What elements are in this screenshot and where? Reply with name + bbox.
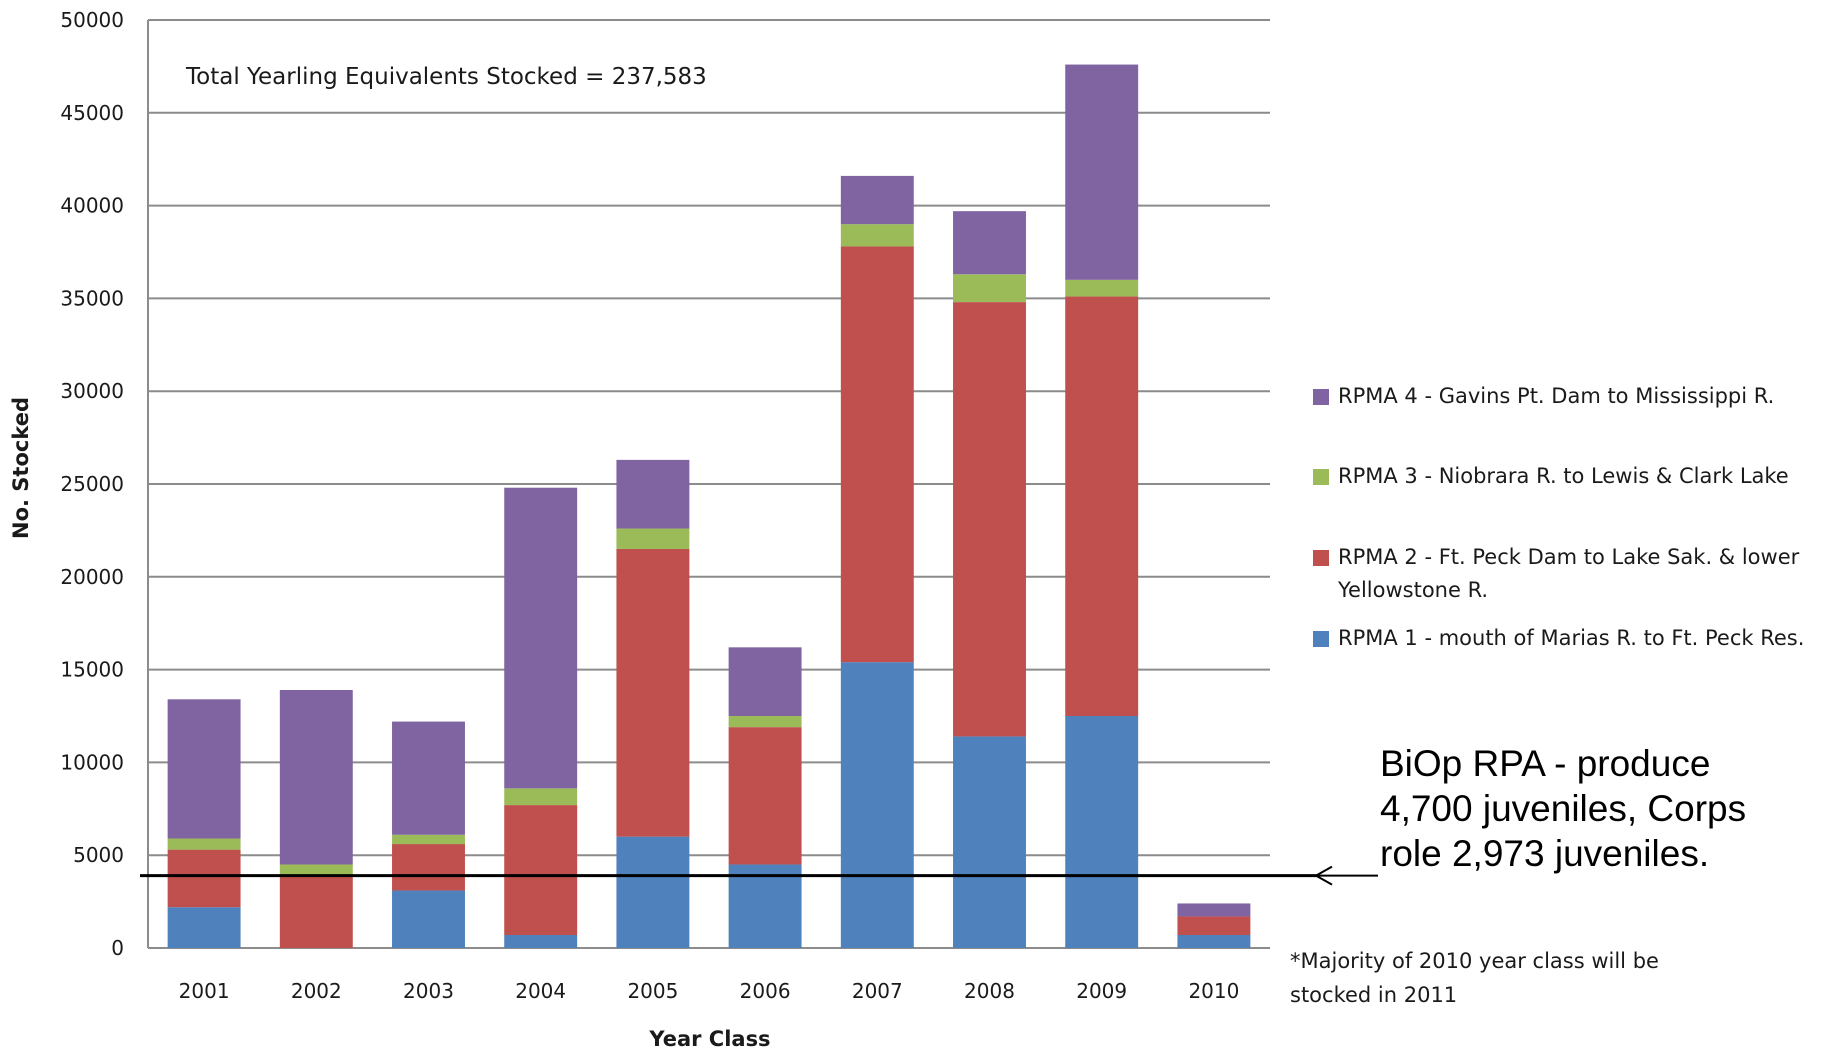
legend-label: RPMA 2 - Ft. Peck Dam to Lake Sak. & low… bbox=[1338, 545, 1800, 569]
bar-segment-2006-rpma1 bbox=[728, 864, 802, 948]
bar-segment-2005-rpma4 bbox=[616, 459, 690, 529]
bar-segment-2002-rpma4 bbox=[279, 690, 353, 865]
bar-segment-2005-rpma2 bbox=[616, 548, 690, 837]
x-tick-label: 2007 bbox=[852, 979, 903, 1003]
bar-segment-2006-rpma4 bbox=[728, 647, 802, 716]
bar-segment-2007-rpma4 bbox=[840, 175, 914, 225]
bar-segment-2007-rpma3 bbox=[840, 224, 914, 247]
bar-segment-2002-rpma2 bbox=[279, 875, 353, 948]
bar-segment-2006-rpma2 bbox=[728, 727, 802, 865]
bar-segment-2008-rpma2 bbox=[953, 302, 1026, 737]
y-tick-label: 50000 bbox=[60, 8, 124, 32]
bar-segment-2008-rpma4 bbox=[953, 211, 1026, 275]
bar-segment-2003-rpma3 bbox=[392, 834, 465, 845]
bar-segment-2001-rpma1 bbox=[167, 907, 241, 948]
x-tick-label: 2006 bbox=[740, 979, 791, 1003]
x-tick-label: 2009 bbox=[1076, 979, 1127, 1003]
bar-segment-2005-rpma1 bbox=[616, 836, 690, 948]
x-tick-label: 2004 bbox=[515, 979, 566, 1003]
bar-segment-2009-rpma1 bbox=[1065, 716, 1139, 948]
x-tick-label: 2001 bbox=[179, 979, 230, 1003]
y-axis-title: No. Stocked bbox=[9, 397, 33, 539]
bar-segment-2007-rpma1 bbox=[840, 662, 914, 948]
legend-label: RPMA 3 - Niobrara R. to Lewis & Clark La… bbox=[1338, 464, 1789, 488]
bar-segment-2009-rpma2 bbox=[1065, 296, 1139, 716]
bar-segment-2008-rpma1 bbox=[953, 736, 1026, 948]
bar-segment-2001-rpma2 bbox=[167, 849, 241, 908]
bar-segment-2004-rpma1 bbox=[504, 935, 578, 948]
bar-segment-2010-rpma2 bbox=[1177, 916, 1251, 936]
x-tick-label: 2008 bbox=[964, 979, 1015, 1003]
bar-segment-2010-rpma1 bbox=[1177, 935, 1251, 948]
bar-segment-2002-rpma3 bbox=[279, 864, 353, 876]
bar-segment-2006-rpma3 bbox=[728, 716, 802, 728]
y-tick-label: 30000 bbox=[60, 379, 124, 403]
bar-segment-2003-rpma4 bbox=[392, 721, 465, 835]
footnote: *Majority of 2010 year class will be stoc… bbox=[1290, 949, 1659, 1007]
legend-label: RPMA 1 - mouth of Marias R. to Ft. Peck … bbox=[1338, 626, 1804, 650]
footnote-line: *Majority of 2010 year class will be bbox=[1290, 949, 1659, 973]
bar-segment-2010-rpma4 bbox=[1177, 903, 1251, 917]
bar-segment-2009-rpma4 bbox=[1065, 64, 1139, 280]
y-tick-label: 10000 bbox=[60, 750, 124, 774]
y-tick-label: 40000 bbox=[60, 194, 124, 218]
x-tick-label: 2002 bbox=[291, 979, 342, 1003]
legend-swatch bbox=[1313, 550, 1329, 566]
bar-segment-2003-rpma1 bbox=[392, 890, 465, 948]
bar-segment-2005-rpma3 bbox=[616, 528, 690, 549]
reference-line-group bbox=[140, 865, 1378, 886]
y-tick-label: 0 bbox=[111, 936, 124, 960]
x-tick-labels: 2001 2002 2003 2004 2005 2006 2007 2008 2009 2010 bbox=[179, 979, 1240, 1003]
x-tick-label: 2003 bbox=[403, 979, 454, 1003]
footnote-line: stocked in 2011 bbox=[1290, 983, 1457, 1007]
y-tick-label: 5000 bbox=[73, 843, 124, 867]
x-tick-label: 2010 bbox=[1188, 979, 1239, 1003]
biop-line: role 2,973 juveniles. bbox=[1380, 833, 1709, 874]
bar-segment-2004-rpma2 bbox=[504, 805, 578, 936]
y-tick-label: 20000 bbox=[60, 565, 124, 589]
x-axis-title: Year Class bbox=[648, 1027, 770, 1048]
bar-segment-2007-rpma2 bbox=[840, 246, 914, 663]
bar-segment-2003-rpma2 bbox=[392, 844, 465, 891]
y-tick-labels: 0 5000 10000 15000 20000 25000 30000 35000 40000… bbox=[60, 8, 124, 960]
legend: RPMA 4 - Gavins Pt. Dam to Mississippi R… bbox=[1313, 384, 1804, 650]
bar-segment-2008-rpma3 bbox=[953, 274, 1026, 303]
bar-segment-2004-rpma3 bbox=[504, 788, 578, 806]
legend-swatch bbox=[1313, 631, 1329, 647]
bar-segment-2001-rpma3 bbox=[167, 838, 241, 850]
y-tick-label: 35000 bbox=[60, 286, 124, 310]
bars bbox=[167, 64, 1251, 948]
bar-segment-2009-rpma3 bbox=[1065, 279, 1139, 297]
y-tick-label: 25000 bbox=[60, 472, 124, 496]
biop-line: 4,700 juveniles, Corps bbox=[1380, 788, 1746, 829]
x-tick-label: 2005 bbox=[627, 979, 678, 1003]
legend-label: Yellowstone R. bbox=[1337, 578, 1488, 602]
legend-label: RPMA 4 - Gavins Pt. Dam to Mississippi R… bbox=[1338, 384, 1774, 408]
bar-segment-2004-rpma4 bbox=[504, 487, 578, 789]
legend-swatch bbox=[1313, 389, 1329, 405]
reference-arrow-head bbox=[1313, 865, 1333, 886]
y-tick-label: 15000 bbox=[60, 658, 124, 682]
bar-segment-2001-rpma4 bbox=[167, 699, 241, 839]
y-tick-label: 45000 bbox=[60, 101, 124, 125]
total-annotation: Total Yearling Equivalents Stocked = 237… bbox=[185, 64, 707, 90]
legend-swatch bbox=[1313, 469, 1329, 485]
biop-line: BiOp RPA - produce bbox=[1380, 743, 1710, 784]
